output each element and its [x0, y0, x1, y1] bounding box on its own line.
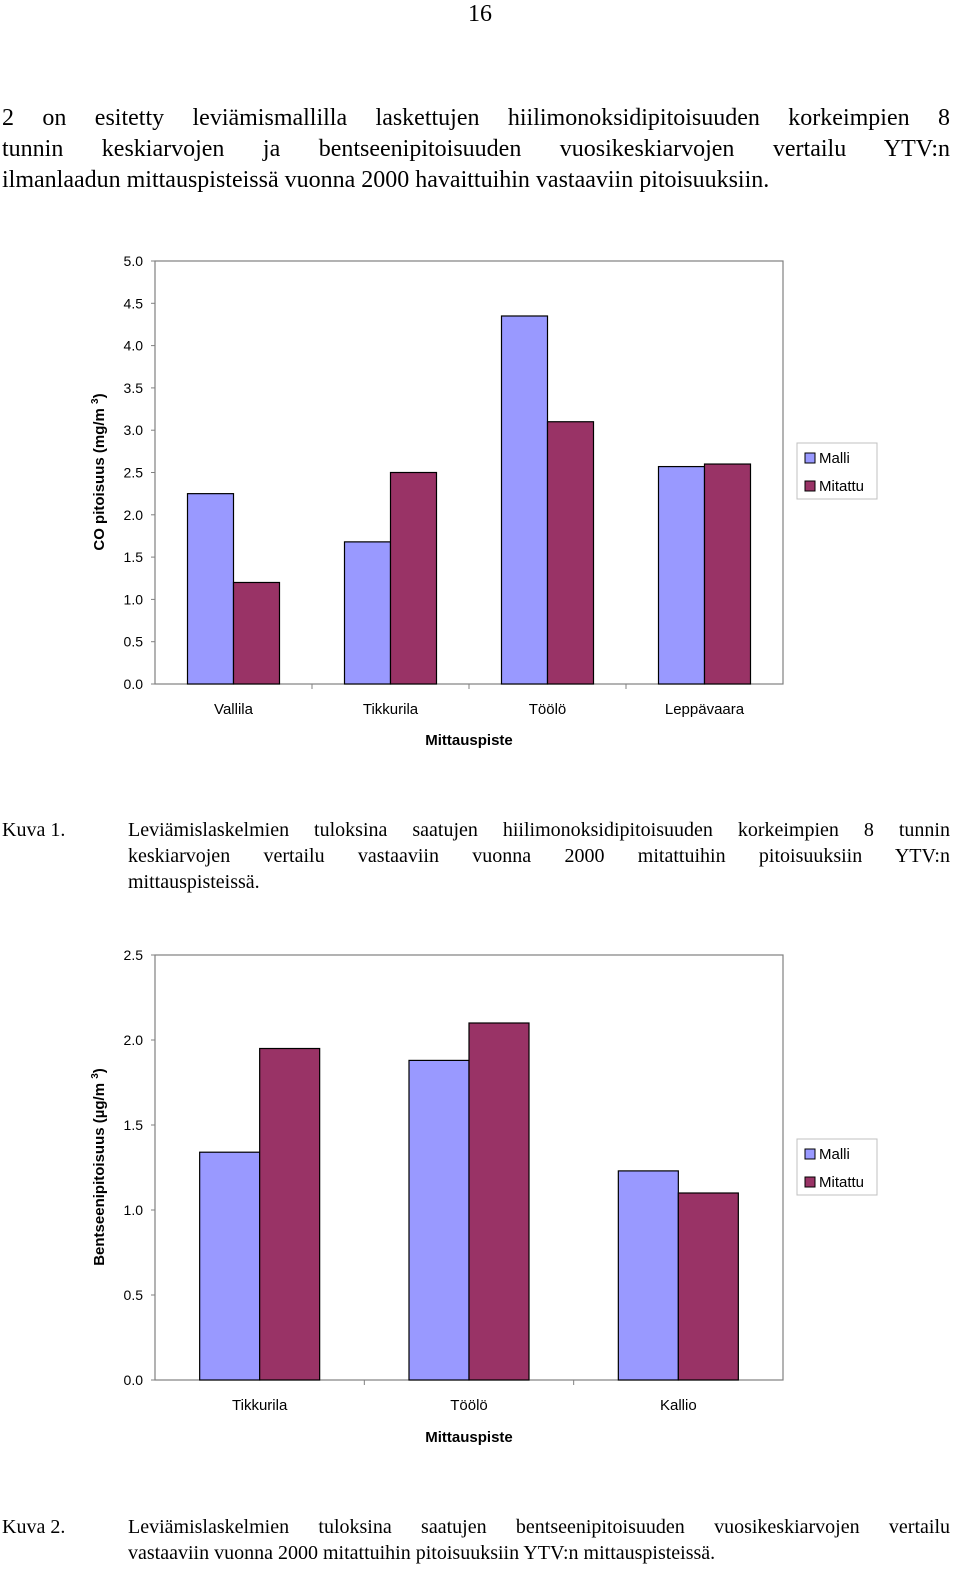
legend-label-mitattu: Mitattu: [819, 478, 864, 495]
y-tick-label: 2.5: [124, 947, 144, 963]
legend-label-malli: Malli: [819, 450, 850, 467]
y-axis-title: CO pitoisuus (mg/m 3): [90, 393, 108, 550]
bar-malli-vallila: [186, 493, 235, 685]
caption-line: Leviämislaskelmien tuloksina saatujen hi…: [128, 819, 950, 841]
bar-malli-kallio: [617, 1170, 679, 1381]
x-category-label: Vallila: [214, 701, 254, 718]
x-category-label: Töölö: [450, 1397, 488, 1414]
legend-label-malli: Malli: [819, 1146, 850, 1163]
figure-1-label: Kuva 1.: [2, 819, 66, 841]
intro-line: 2 on esitetty leviämismallilla laskettuj…: [2, 105, 950, 131]
bar-mitattu-vallila: [232, 581, 281, 685]
bar-mitattu-tikkurila: [259, 1047, 321, 1381]
y-tick-label: 2.0: [124, 1032, 144, 1048]
y-tick-label: 2.0: [124, 507, 144, 523]
caption-line: Leviämislaskelmien tuloksina saatujen be…: [128, 1516, 950, 1538]
legend-label-mitattu: Mitattu: [819, 1174, 864, 1191]
x-axis-title: Mittauspiste: [425, 732, 513, 749]
y-tick-label: 0.0: [124, 676, 144, 692]
y-tick-label: 1.0: [124, 591, 144, 607]
bar-malli-tikkurila: [199, 1151, 261, 1381]
figure-2-caption: Leviämislaskelmien tuloksina saatujen be…: [128, 1514, 950, 1566]
page-number: 16: [468, 1, 492, 27]
bar-mitattu-töölö: [468, 1022, 530, 1381]
x-category-label: Töölö: [529, 701, 567, 718]
bar-mitattu-kallio: [677, 1192, 739, 1381]
bar-malli-tikkurila: [343, 541, 392, 685]
benzene-chart: 0.0 0.5 1.0 1.5 2.0 2.5 Tikkurila Töölö Kallio Mi…: [90, 947, 878, 1446]
caption-line: keskiarvojen vertailu vastaaviin vuonna …: [128, 845, 950, 867]
figure-2-label: Kuva 2.: [2, 1516, 66, 1538]
legend-swatch-mitattu: [804, 480, 816, 492]
y-tick-label: 1.5: [124, 1117, 144, 1133]
co-chart: 0.0 0.5 1.0 1.5 2.0 2.5 3.0 3.5 4.0 4.5 5.0 Vallila…: [90, 253, 878, 749]
legend-swatch-malli: [804, 452, 816, 464]
bar-malli-leppävaara: [657, 465, 706, 685]
y-tick-label: 1.5: [124, 549, 144, 565]
caption-line: vastaaviin vuonna 2000 mitattuihin pitoi…: [128, 1542, 716, 1564]
y-axis-title: Bentseenipitoisuus (µg/m 3): [90, 1068, 108, 1266]
y-tick-label: 2.5: [124, 465, 144, 481]
legend-swatch-mitattu: [804, 1176, 816, 1188]
intro-line: tunnin keskiarvojen ja bentseenipitoisuu…: [2, 136, 950, 162]
y-tick-label: 4.0: [124, 338, 144, 354]
y-tick-label: 0.0: [124, 1372, 144, 1388]
x-category-label: Tikkurila: [232, 1397, 288, 1414]
bar-malli-töölö: [408, 1059, 470, 1381]
y-tick-label: 3.0: [124, 422, 144, 438]
bar-mitattu-tikkurila: [389, 471, 438, 685]
intro-paragraph: 2 on esitetty leviämismallilla laskettuj…: [2, 103, 950, 196]
figure-1-caption: Leviämislaskelmien tuloksina saatujen hi…: [128, 817, 950, 895]
x-category-label: Tikkurila: [363, 701, 419, 718]
bar-mitattu-töölö: [546, 421, 595, 685]
x-category-label: Kallio: [660, 1397, 697, 1414]
y-tick-label: 0.5: [124, 1287, 144, 1303]
y-tick-label: 3.5: [124, 380, 144, 396]
bar-mitattu-leppävaara: [703, 463, 752, 685]
bar-malli-töölö: [500, 315, 549, 685]
legend-swatch-malli: [804, 1148, 816, 1160]
intro-line: ilmanlaadun mittauspisteissä vuonna 2000…: [2, 167, 770, 193]
x-axis-title: Mittauspiste: [425, 1429, 513, 1446]
y-tick-label: 4.5: [124, 295, 144, 311]
x-category-label: Leppävaara: [665, 701, 745, 718]
y-tick-label: 1.0: [124, 1202, 144, 1218]
caption-line: mittauspisteissä.: [128, 871, 260, 893]
y-tick-label: 5.0: [124, 253, 144, 269]
y-tick-label: 0.5: [124, 634, 144, 650]
